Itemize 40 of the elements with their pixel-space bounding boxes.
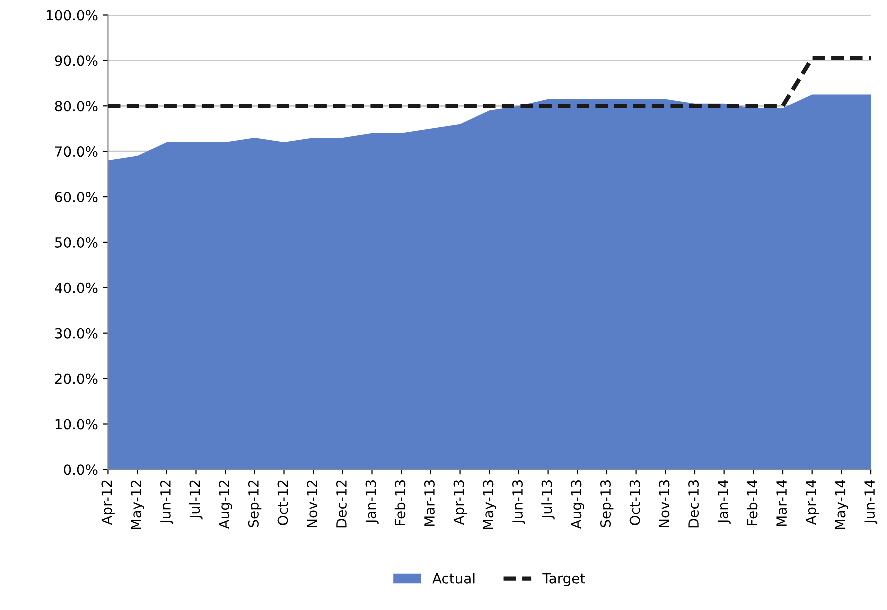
x-tick-label: Oct-12 — [278, 480, 288, 526]
x-tick-label: Jun-13 — [512, 480, 526, 525]
x-tick-label: Jun-12 — [160, 480, 174, 525]
x-tick-label: May-14 — [835, 480, 848, 530]
y-tick-label: 70.0% — [56, 146, 98, 158]
x-tick-label: Mar-14 — [776, 480, 788, 526]
x-tick-label: Nov-12 — [307, 480, 318, 528]
x-tick-label: Feb-14 — [746, 480, 758, 526]
x-tick-label: Dec-12 — [336, 480, 347, 528]
x-tick-label: Aug-13 — [571, 480, 584, 530]
x-tick-label: Jul-12 — [190, 480, 203, 520]
y-tick-label: 80.0% — [55, 101, 98, 112]
y-tick-label: 0.0% — [64, 464, 98, 476]
x-tick-label: Jan-13 — [366, 480, 379, 524]
x-tick-label: Apr-14 — [806, 480, 820, 526]
y-tick-label: 40.0% — [55, 282, 98, 294]
y-tick-label: 10.0% — [56, 419, 98, 430]
y-tick-label: 20.0% — [55, 374, 98, 384]
legend-label: Target — [542, 574, 586, 587]
x-tick-label: Aug-12 — [219, 480, 232, 530]
x-tick-label: Apr-12 — [102, 480, 115, 526]
x-tick-label: Nov-13 — [659, 480, 670, 528]
x-tick-label: Jul-13 — [542, 480, 555, 520]
x-tick-label: Sep-12 — [248, 480, 262, 528]
x-tick-label: May-13 — [483, 480, 496, 530]
x-tick-label: Dec-13 — [688, 480, 700, 528]
legend-label: Actual — [432, 573, 475, 584]
x-tick-label: Jun-14 — [864, 480, 878, 525]
x-tick-label: Feb-13 — [394, 480, 406, 526]
y-tick-label: 30.0% — [55, 328, 98, 339]
y-tick-label: 90.0% — [55, 56, 98, 66]
x-tick-label: Mar-13 — [424, 480, 435, 526]
y-tick-label: 100.0% — [47, 10, 98, 21]
y-tick-label: 50.0% — [55, 237, 98, 248]
x-tick-label: Apr-13 — [454, 480, 468, 526]
x-tick-label: Sep-13 — [600, 480, 614, 528]
x-tick-label: May-12 — [131, 480, 144, 530]
x-tick-label: Oct-13 — [630, 480, 640, 526]
x-tick-label: Jan-14 — [718, 480, 731, 524]
y-tick-label: 60.0% — [55, 192, 98, 203]
